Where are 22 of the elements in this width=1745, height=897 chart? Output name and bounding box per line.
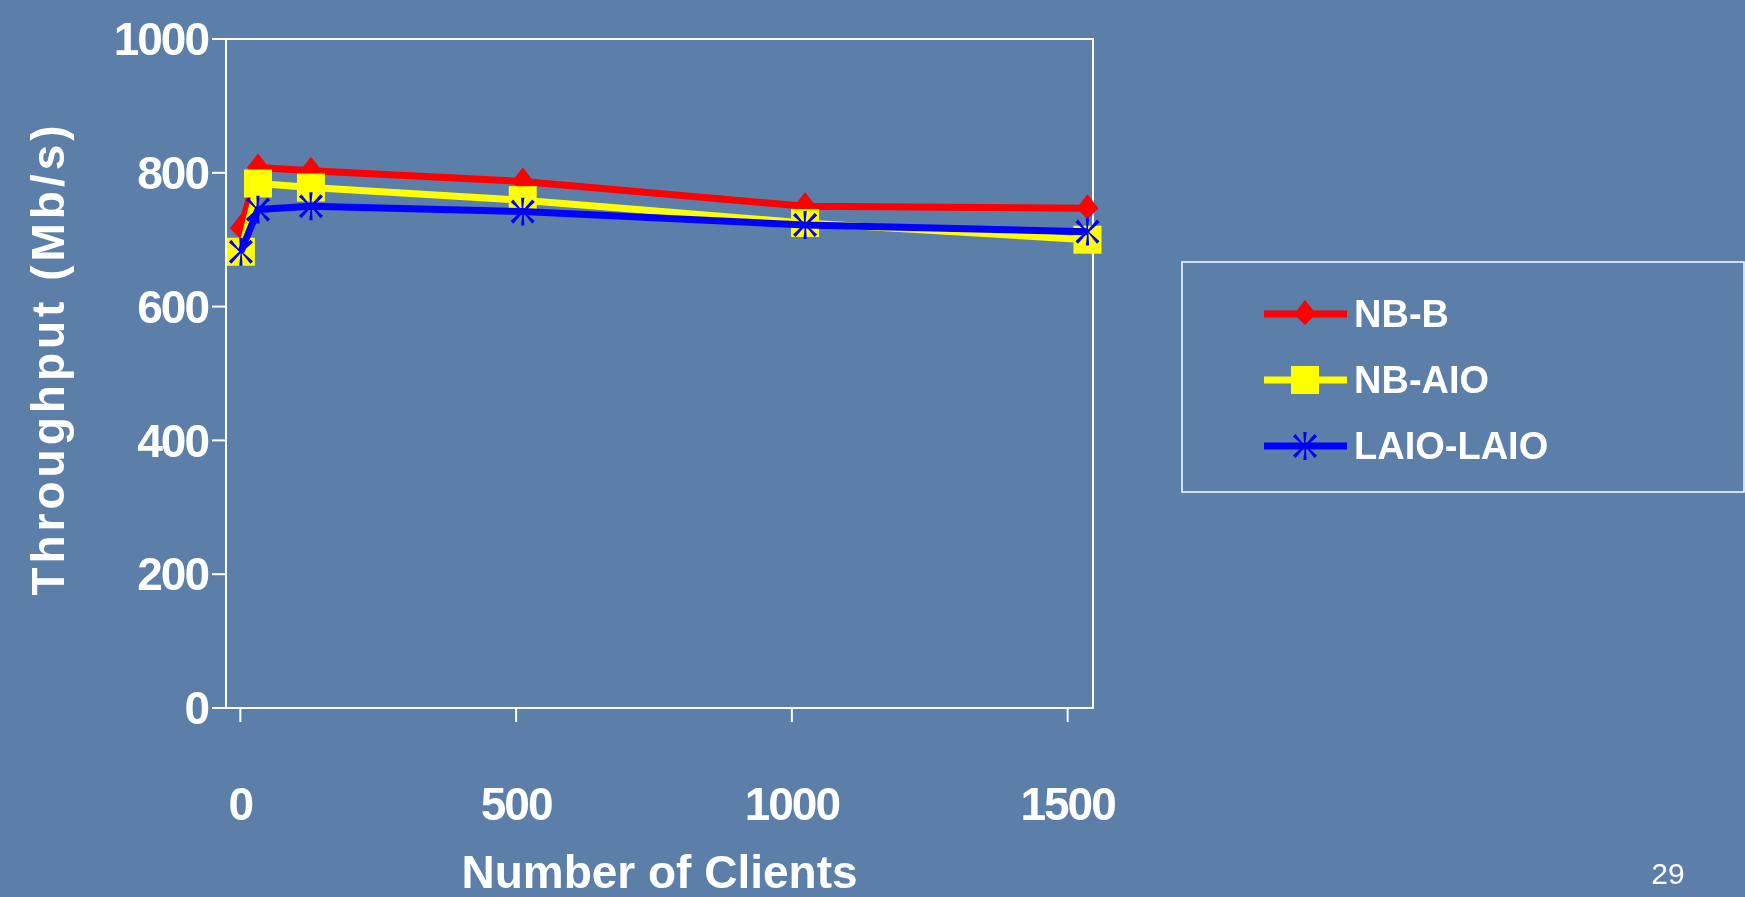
y-tick-label: 400 xyxy=(137,414,209,467)
point xyxy=(245,195,271,224)
legend-label: NB-B xyxy=(1354,293,1449,336)
y-tick-label: 1000 xyxy=(113,13,209,66)
y-tick-label: 200 xyxy=(137,548,209,601)
x-tick-label: 1500 xyxy=(1020,778,1116,830)
legend-label: LAIO-LAIO xyxy=(1354,425,1549,468)
text: 29 xyxy=(1651,857,1685,890)
x-axis-title: Number of Clients xyxy=(461,846,858,897)
legend-label: NB-AIO xyxy=(1354,359,1490,402)
y-tick-label: 600 xyxy=(137,280,209,333)
x-tick-label: 500 xyxy=(480,778,552,830)
y-axis-title: Throughput (Mb/s) xyxy=(22,121,74,596)
point xyxy=(298,192,324,221)
y-tick-label: 0 xyxy=(184,682,209,735)
point xyxy=(243,169,272,198)
point xyxy=(510,197,535,226)
y-tick-label: 800 xyxy=(137,146,209,199)
point xyxy=(1075,217,1100,246)
x-tick-label: 1000 xyxy=(744,778,840,830)
point xyxy=(1076,194,1099,220)
x-tick-label: 0 xyxy=(228,778,253,830)
